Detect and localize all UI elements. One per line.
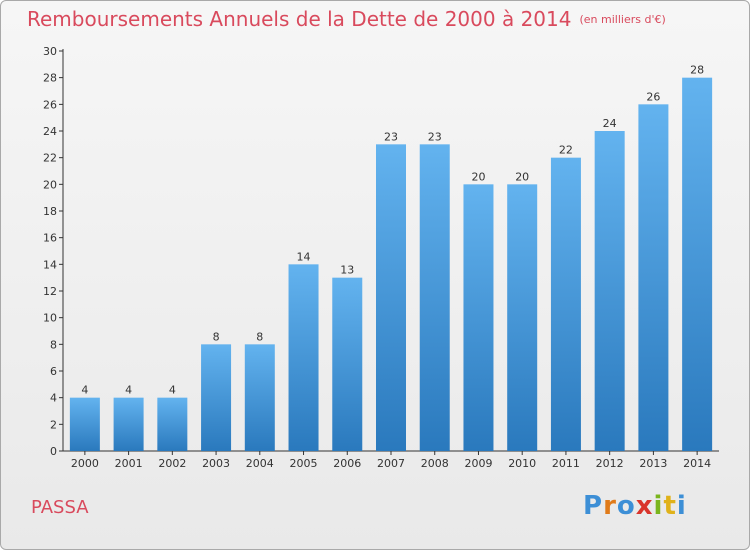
- data-label-2001: 4: [125, 384, 132, 397]
- x-tick-label: 2000: [71, 457, 99, 470]
- bar-2008[interactable]: [419, 144, 450, 452]
- x-tick-label: 2013: [639, 457, 667, 470]
- data-label-2002: 4: [169, 384, 176, 397]
- bar-2007[interactable]: [376, 144, 406, 452]
- chart-title-text: Remboursements Annuels de la Dette de 20…: [27, 7, 572, 31]
- y-tick-label: 0: [50, 445, 57, 458]
- data-labels: 4 4 4 8 8 14 13 23 23 20 20 22 24 26 28: [81, 64, 704, 397]
- x-tick-label: 2003: [202, 457, 230, 470]
- x-tick-label: 2001: [115, 457, 143, 470]
- x-tick-label: 2012: [596, 457, 624, 470]
- logo-letter: o: [616, 491, 636, 521]
- data-label-2003: 8: [213, 330, 220, 343]
- data-label-2008: 23: [428, 130, 442, 143]
- bars: [69, 77, 713, 452]
- data-label-2007: 23: [384, 130, 398, 143]
- y-tick-label: 10: [43, 312, 57, 325]
- data-label-2012: 24: [603, 117, 617, 130]
- x-tick-label: 2009: [464, 457, 492, 470]
- y-tick-label: 8: [50, 338, 57, 351]
- bar-2014[interactable]: [682, 77, 713, 452]
- y-tick-label: 6: [50, 365, 57, 378]
- data-label-2004: 8: [256, 330, 263, 343]
- y-tick-label: 20: [43, 178, 57, 191]
- y-tick-label: 24: [43, 125, 57, 138]
- x-tick-label: 2011: [552, 457, 580, 470]
- x-tick-label: 2005: [290, 457, 318, 470]
- y-tick-label: 30: [43, 45, 57, 58]
- data-label-2014: 28: [690, 64, 704, 77]
- y-tick-label: 4: [50, 392, 57, 405]
- bar-2013[interactable]: [638, 104, 669, 451]
- bar-2002[interactable]: [157, 397, 188, 451]
- logo-letter: i: [676, 491, 687, 521]
- x-tick-label: 2008: [421, 457, 449, 470]
- logo-letter: t: [663, 491, 677, 521]
- bar-2003[interactable]: [201, 344, 232, 451]
- logo-letter: r: [603, 491, 617, 521]
- bar-2006[interactable]: [332, 277, 363, 451]
- data-label-2009: 20: [471, 170, 485, 183]
- data-label-2011: 22: [559, 144, 573, 157]
- commune-name: PASSA: [31, 497, 89, 518]
- logo-letter: P: [583, 491, 604, 521]
- logo-letter: i: [653, 491, 664, 521]
- y-tick-label: 16: [43, 232, 57, 245]
- x-tick-label: 2010: [508, 457, 536, 470]
- logo-letter: x: [635, 491, 654, 521]
- x-tick-label: 2007: [377, 457, 405, 470]
- chart-title: Remboursements Annuels de la Dette de 20…: [27, 7, 666, 31]
- data-label-2006: 13: [340, 264, 354, 277]
- bar-2004[interactable]: [244, 344, 275, 451]
- data-label-2013: 26: [646, 90, 660, 103]
- data-label-2005: 14: [297, 250, 311, 263]
- bar-2012[interactable]: [594, 131, 625, 451]
- data-label-2000: 4: [81, 384, 88, 397]
- x-tick-label: 2014: [683, 457, 711, 470]
- y-tick-label: 26: [43, 98, 57, 111]
- bar-2005[interactable]: [288, 264, 319, 451]
- proxiti-logo[interactable]: Proxiti: [583, 491, 687, 521]
- y-tick-label: 28: [43, 72, 57, 85]
- bar-2011[interactable]: [550, 157, 581, 451]
- y-tick-label: 2: [50, 418, 57, 431]
- bar-2010[interactable]: [507, 184, 538, 452]
- x-tick-label: 2004: [246, 457, 274, 470]
- y-tick-label: 18: [43, 205, 57, 218]
- bar-2009[interactable]: [463, 184, 494, 452]
- y-tick-label: 14: [43, 258, 57, 271]
- x-tick-label: 2002: [158, 457, 186, 470]
- bar-2001[interactable]: [113, 397, 144, 451]
- bar-2000[interactable]: [69, 397, 100, 451]
- y-tick-label: 22: [43, 152, 57, 165]
- y-tick-label: 12: [43, 285, 57, 298]
- data-label-2010: 20: [515, 170, 529, 183]
- x-tick-label: 2006: [333, 457, 361, 470]
- chart-subtitle: (en milliers d'€): [579, 13, 666, 26]
